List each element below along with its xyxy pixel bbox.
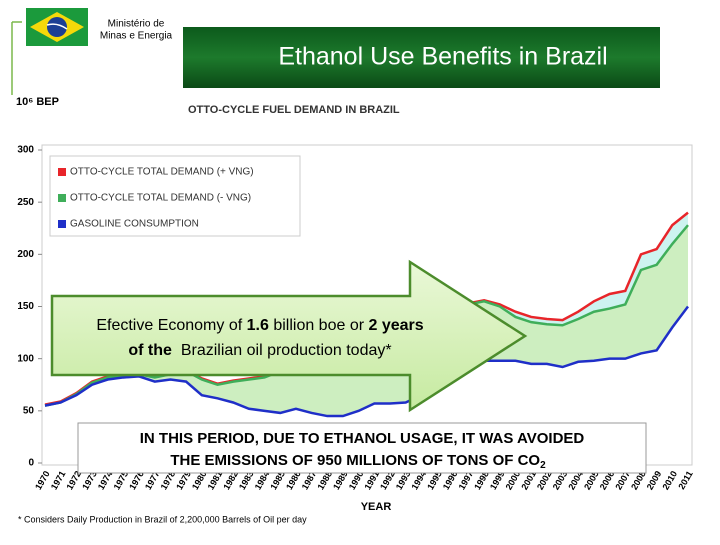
box-subscript: 2 <box>540 460 546 471</box>
legend: OTTO-CYCLE TOTAL DEMAND (+ VNG) OTTO-CYCL… <box>49 155 301 237</box>
y-tick-label: 0 <box>28 458 34 469</box>
x-tick-label: 2010 <box>660 469 679 491</box>
y-tick-label: 100 <box>17 353 34 364</box>
box-text: THE EMISSIONS OF 950 MILLIONS OF TONS OF… <box>170 452 546 471</box>
footnote: * Considers Daily Production in Brazil o… <box>18 514 307 524</box>
series-line <box>44 305 689 418</box>
flag <box>26 8 88 46</box>
y-tick-label: 250 <box>17 197 34 208</box>
arrow-text: of the Brazilian oil production today* <box>128 342 391 359</box>
arrow-text-part: Brazilian oil production today* <box>172 342 392 359</box>
ministry-text: Ministério de <box>108 19 165 30</box>
legend-swatch <box>58 194 66 202</box>
ministry-text: Minas e Energia <box>100 31 173 42</box>
box-text-part: THE EMISSIONS OF 950 MILLIONS OF TONS OF… <box>170 452 540 469</box>
slide-title: Ethanol Use Benefits in Brazil <box>278 43 607 71</box>
x-axis-label: YEAR <box>361 501 392 513</box>
emission-box: IN THIS PERIOD, DUE TO ETHANOL USAGE, IT… <box>77 422 647 474</box>
arrow-callout: Efective Economy of 1.6 billion boe or 2… <box>50 259 528 413</box>
legend-label: OTTO-CYCLE TOTAL DEMAND (- VNG) <box>70 193 251 204</box>
y-tick-label: 50 <box>23 405 35 416</box>
legend-label: OTTO-CYCLE TOTAL DEMAND (+ VNG) <box>70 167 254 178</box>
arrow-text-part: Efective Economy of <box>96 317 246 334</box>
arrow-text-part: 1.6 <box>247 317 269 334</box>
title-banner <box>183 27 660 88</box>
arrow-text-part: 2 years <box>369 317 424 334</box>
arrow-text-part: of the <box>128 342 172 359</box>
y-tick-label: 200 <box>17 249 34 260</box>
x-tick-label: 1971 <box>49 469 68 491</box>
legend-swatch <box>58 168 66 176</box>
arrow-text: Efective Economy of 1.6 billion boe or 2… <box>96 317 423 334</box>
band-area <box>45 225 688 417</box>
y-axis-label: 10⁶ BEP <box>16 96 59 108</box>
legend-box <box>49 155 301 237</box>
legend-swatch <box>58 220 66 228</box>
legend-label: GASOLINE CONSUMPTION <box>70 219 199 230</box>
chart-title: OTTO-CYCLE FUEL DEMAND IN BRAZIL <box>188 104 400 116</box>
x-tick-label: 2009 <box>645 469 664 491</box>
box-text: IN THIS PERIOD, DUE TO ETHANOL USAGE, IT… <box>140 430 585 447</box>
arrow-text-part: billion boe or <box>269 317 369 334</box>
y-tick-label: 150 <box>17 301 34 312</box>
x-tick-label: 2011 <box>676 469 694 491</box>
y-tick-label: 300 <box>17 145 34 156</box>
x-tick-label: 1970 <box>33 469 52 491</box>
